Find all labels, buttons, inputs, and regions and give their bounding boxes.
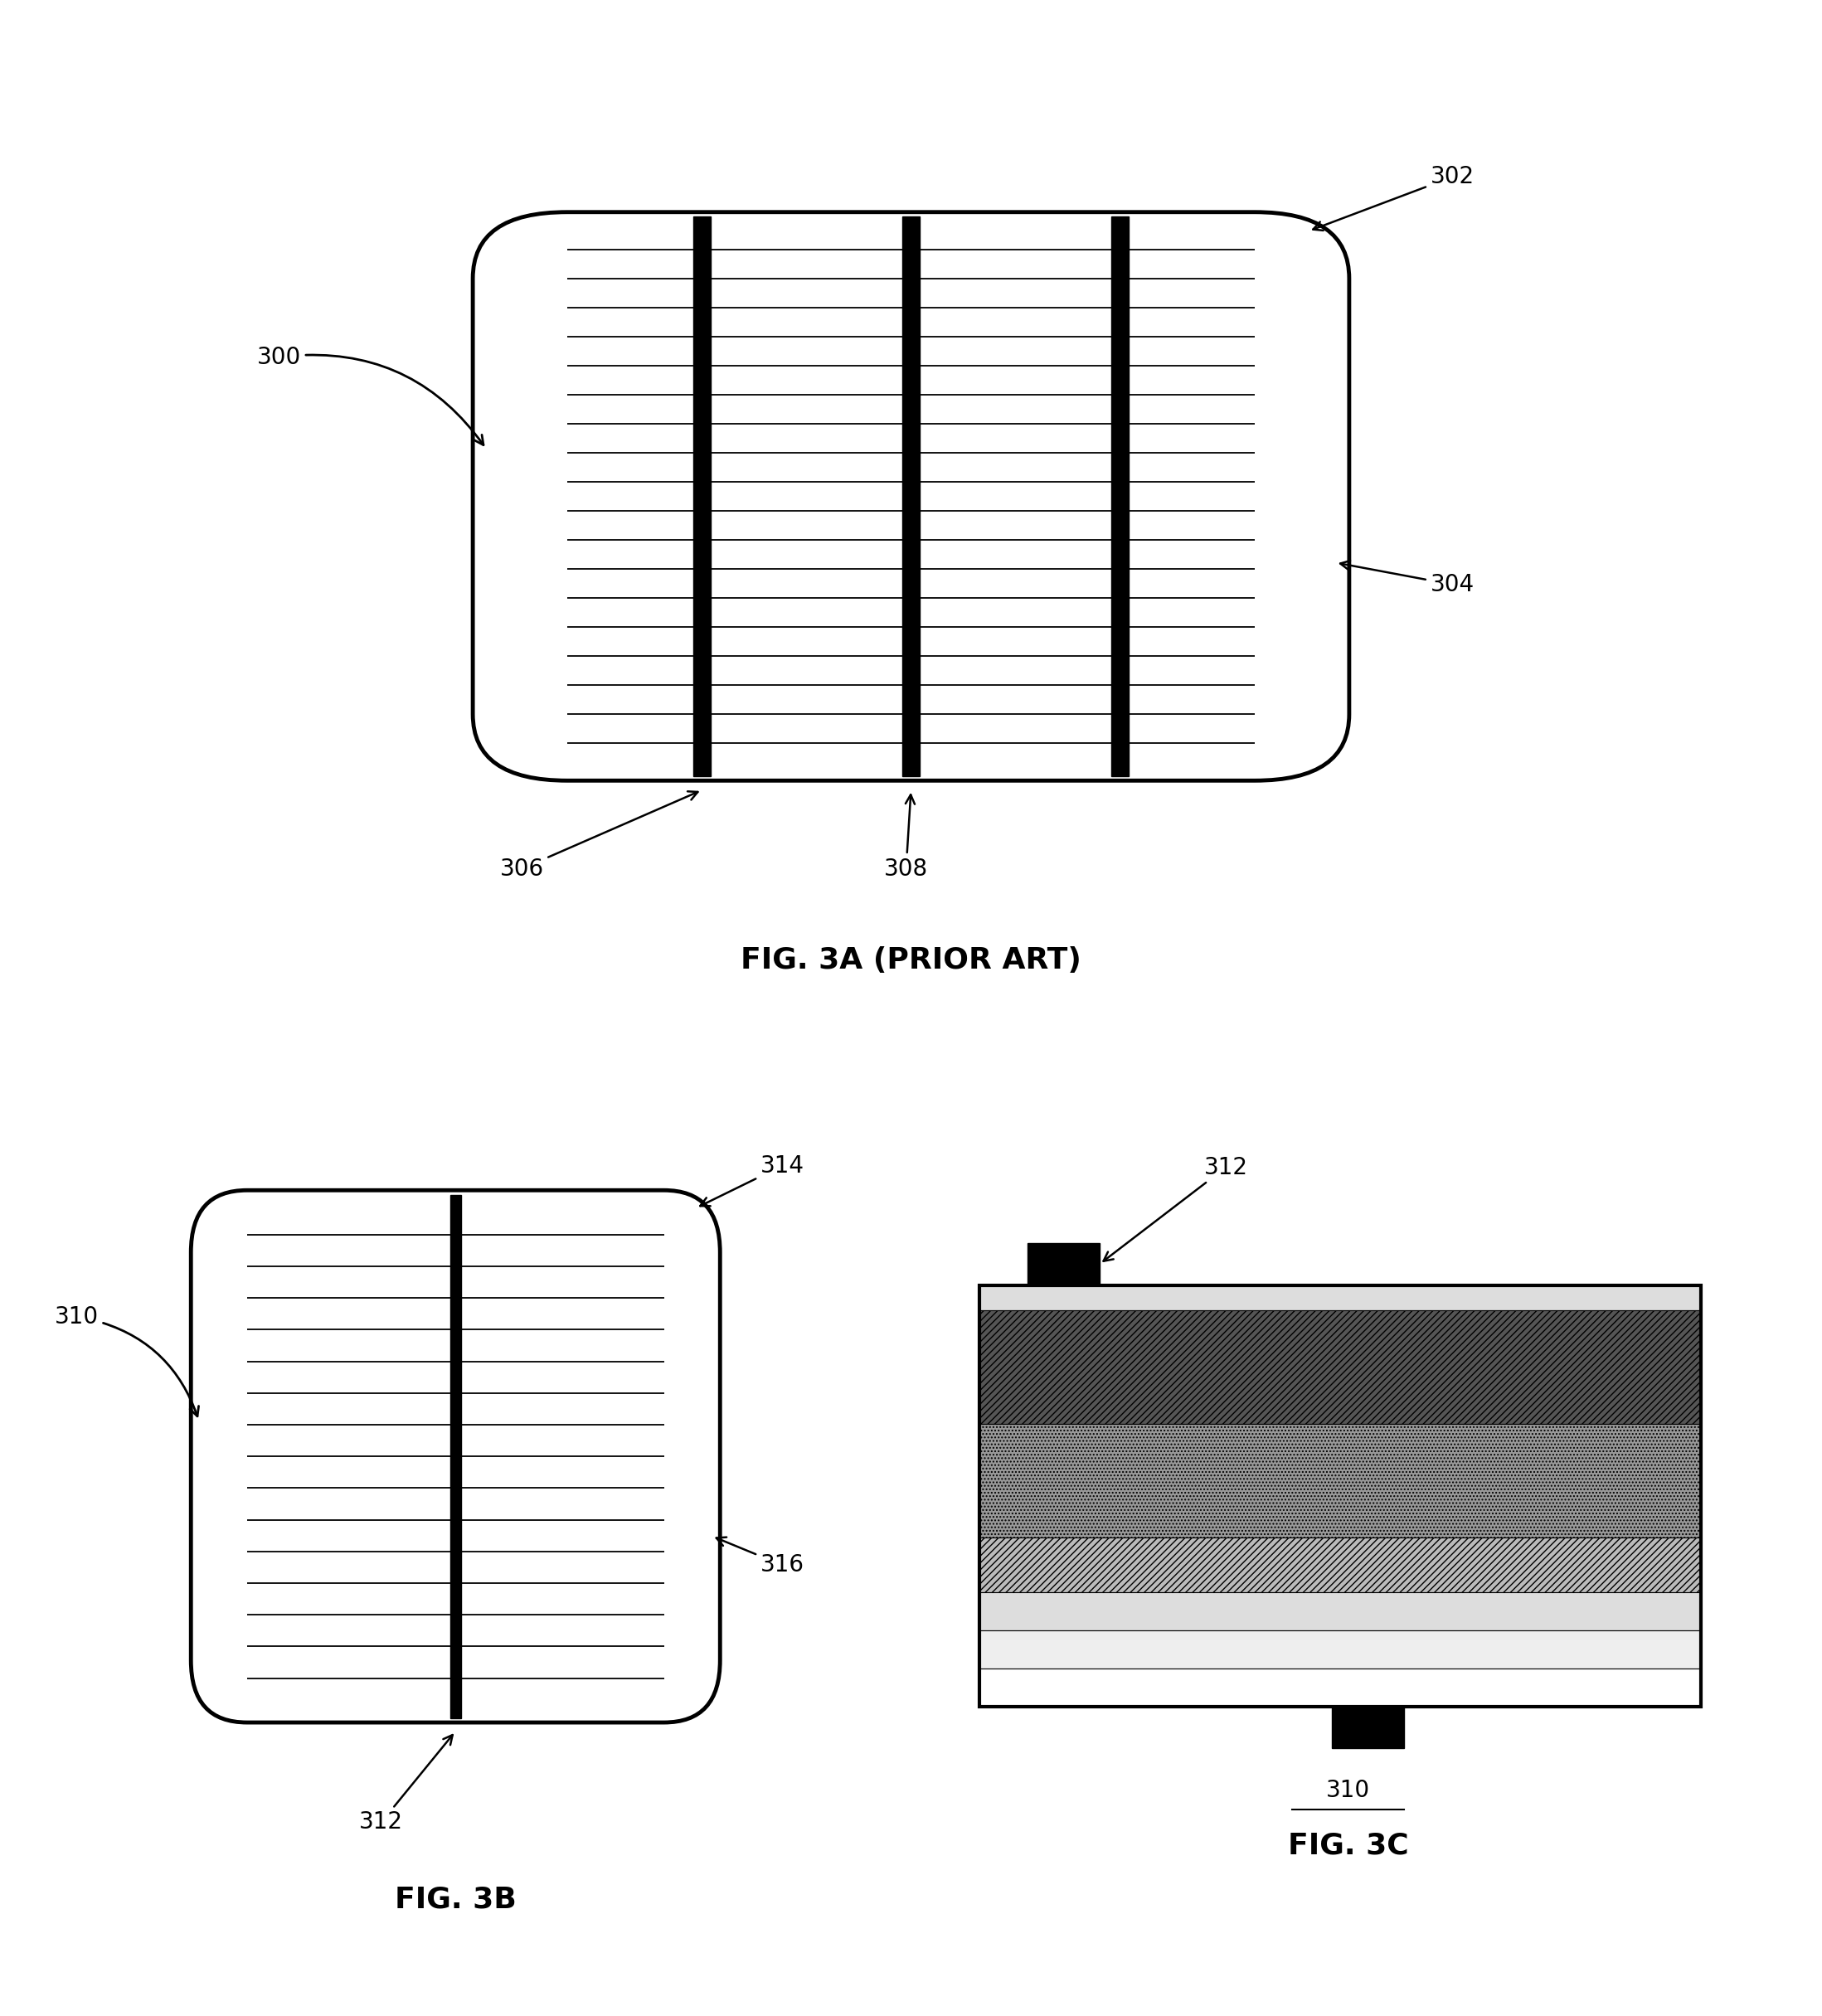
- Text: 316: 316: [716, 1536, 804, 1577]
- Text: 312: 312: [359, 1736, 452, 1835]
- Bar: [692, 218, 711, 776]
- Text: 302: 302: [1314, 165, 1474, 230]
- Bar: [980, 1423, 1702, 1538]
- Text: FIG. 3B: FIG. 3B: [395, 1885, 516, 1913]
- Text: FIG. 3A (PRIOR ART): FIG. 3A (PRIOR ART): [740, 948, 1082, 974]
- Text: 314: 314: [700, 1155, 804, 1206]
- Bar: [980, 1310, 1702, 1423]
- Bar: [980, 1284, 1702, 1310]
- Bar: [902, 218, 920, 776]
- Bar: [980, 1631, 1702, 1669]
- Text: 310: 310: [55, 1304, 199, 1417]
- FancyBboxPatch shape: [191, 1189, 720, 1722]
- Bar: [1111, 218, 1130, 776]
- Bar: [1028, 1242, 1100, 1284]
- Text: 304: 304: [1341, 560, 1474, 597]
- Text: 300: 300: [257, 345, 483, 446]
- Bar: [980, 1593, 1702, 1631]
- Bar: [1332, 1706, 1405, 1748]
- Bar: [450, 1195, 461, 1718]
- Bar: [980, 1538, 1702, 1593]
- Text: 312: 312: [1104, 1155, 1248, 1262]
- Text: FIG. 3C: FIG. 3C: [1288, 1831, 1408, 1859]
- Bar: [980, 1284, 1702, 1706]
- Bar: [980, 1669, 1702, 1706]
- Text: 308: 308: [884, 794, 927, 881]
- Text: 310: 310: [1326, 1778, 1370, 1802]
- Text: 306: 306: [499, 792, 698, 881]
- FancyBboxPatch shape: [474, 212, 1350, 780]
